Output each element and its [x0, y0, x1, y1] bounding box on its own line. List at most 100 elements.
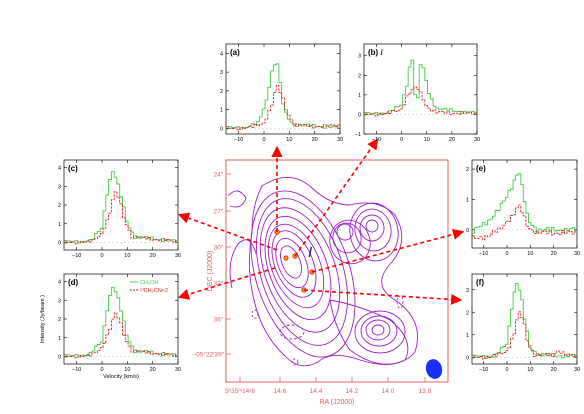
y-tick-label: 3 — [58, 298, 61, 304]
x-tick-label: 20 — [312, 137, 318, 143]
spectrum-panel-f: −10 0 10 20 30 0 1 2 3 (f) — [466, 273, 580, 373]
x-tick-label: 0 — [400, 137, 403, 143]
x-tick-label: 0 — [505, 251, 508, 257]
spectrum-ch3oh-d — [64, 286, 178, 358]
x-tick-label: 10 — [527, 251, 533, 257]
y-tick-label: 4 — [58, 280, 61, 286]
y-tick-label: −1 — [355, 132, 361, 138]
y-tick-label: 1 — [220, 108, 223, 114]
beam-ellipse — [425, 359, 443, 379]
dec-tick-label: 36″ — [213, 317, 223, 324]
y-tick-label: 2 — [466, 167, 469, 173]
panel-frame — [471, 273, 578, 365]
y-tick-label: 0 — [466, 228, 469, 234]
arrows — [177, 138, 465, 306]
ra-tick-label: 14.6 — [274, 388, 287, 395]
map-panel: I DEC (J2000) RA (J2000) 24″ 27″ 30″ 33″ 36″… — [192, 159, 449, 406]
panel-label: (a) — [230, 48, 240, 57]
x-tick-label: 10 — [124, 253, 130, 259]
ra-ticks: 5ʰ35ᵐ14ˢ8 14.6 14.4 14.2 14.0 13.8 — [225, 377, 432, 395]
x-tick-label: 10 — [424, 137, 430, 143]
x-tick-label: 0 — [505, 367, 508, 373]
arrow-to-d — [177, 267, 276, 300]
ra-tick-label: 14.0 — [382, 388, 395, 395]
panel-frame — [471, 159, 578, 249]
panel-frame — [363, 43, 478, 135]
x-tick-label: 0 — [100, 367, 103, 373]
spectrum-13ch3cn-f — [472, 311, 577, 360]
y-tick-label: 0 — [58, 241, 61, 247]
y-tick-label: 1 — [466, 197, 469, 203]
arrow-to-b — [294, 138, 379, 257]
panel-label: (e) — [476, 164, 486, 173]
y-tick-label: 3 — [58, 184, 61, 190]
panel-frame — [225, 43, 341, 135]
x-tick-label: 10 — [124, 367, 130, 373]
spectrum-13ch3cn-c — [64, 191, 178, 245]
y-axis-label: Intensity (Jy/beam ) — [40, 295, 46, 343]
x-tick-label: 20 — [150, 253, 156, 259]
y-tick-label: 2 — [358, 73, 361, 79]
arrow-to-e — [311, 228, 465, 273]
x-tick-label: −10 — [372, 137, 381, 143]
y-tick-label: 0 — [466, 355, 469, 361]
ra-tick-label: 14.4 — [310, 388, 323, 395]
x-tick-label: 20 — [150, 367, 156, 373]
x-tick-label: 10 — [527, 367, 533, 373]
spectrum-ch3oh-c — [64, 171, 178, 244]
y-tick-label: 0 — [358, 112, 361, 118]
y-tick-label: 0 — [58, 355, 61, 361]
ra-tick-label: 5ʰ35ᵐ14ˢ8 — [225, 388, 255, 395]
source-label: I — [308, 244, 312, 261]
spectrum-13ch3cn-b — [364, 86, 477, 117]
ra-axis-label: RA (J2000) — [319, 399, 354, 406]
spectrum-13ch3cn-e — [472, 204, 577, 241]
y-tick-label: 1 — [358, 93, 361, 99]
x-axis-label: Velocity (km/s) — [103, 374, 139, 380]
panel-frame — [63, 159, 179, 251]
spectrum-13ch3cn-d — [64, 312, 178, 359]
x-tick-label: −10 — [479, 367, 488, 373]
dec-tick-label: 30″ — [213, 245, 223, 252]
spectrum-panel-e: −10 0 10 20 30 0 1 2 (e) — [466, 159, 580, 257]
legend-entry: ¹³CH₃CN×2 — [140, 288, 168, 294]
ra-tick-label: 13.8 — [419, 388, 432, 395]
y-tick-label: 1 — [466, 333, 469, 339]
spectrum-ch3oh-e — [472, 173, 577, 234]
spectrum-panel-d: −10 0 10 20 30 0 1 2 3 4 (d) CH₃OH ¹³CH₃CN×2 Intensit… — [40, 273, 181, 380]
x-tick-label: −10 — [479, 251, 488, 257]
map-frame — [225, 159, 449, 383]
y-tick-label: 3 — [466, 288, 469, 294]
y-tick-label: 3 — [220, 70, 223, 76]
x-tick-label: 30 — [337, 137, 343, 143]
dec-tick-label: −05°22′39″ — [192, 351, 224, 359]
y-tick-label: 2 — [58, 317, 61, 323]
x-tick-label: −10 — [234, 137, 243, 143]
spectrum-ch3oh-b — [364, 59, 477, 116]
y-tick-label: 2 — [220, 89, 223, 95]
arrow-to-f — [303, 289, 463, 306]
y-tick-label: 2 — [466, 310, 469, 316]
y-tick-label: 0 — [220, 126, 223, 132]
x-tick-label: 20 — [551, 367, 557, 373]
spectrum-ch3oh-f — [472, 283, 577, 359]
spectrum-panel-a: −10 0 10 20 30 0 1 2 3 4 (a) — [220, 43, 343, 143]
y-tick-label: 2 — [58, 203, 61, 209]
x-tick-label: 20 — [449, 137, 455, 143]
x-tick-label: −10 — [72, 253, 81, 259]
spectrum-13ch3cn-a — [226, 85, 340, 131]
x-tick-label: 0 — [262, 137, 265, 143]
panel-label: (d) — [68, 278, 79, 287]
x-tick-label: 30 — [574, 367, 580, 373]
contour-group — [227, 177, 418, 367]
x-tick-label: 30 — [175, 253, 181, 259]
ra-tick-label: 14.2 — [346, 388, 359, 395]
dec-tick-label: 24″ — [213, 172, 223, 179]
y-tick-label: 3 — [358, 54, 361, 60]
x-tick-label: 30 — [474, 137, 480, 143]
panel-label: (c) — [68, 164, 78, 173]
y-tick-label: 4 — [58, 166, 61, 172]
